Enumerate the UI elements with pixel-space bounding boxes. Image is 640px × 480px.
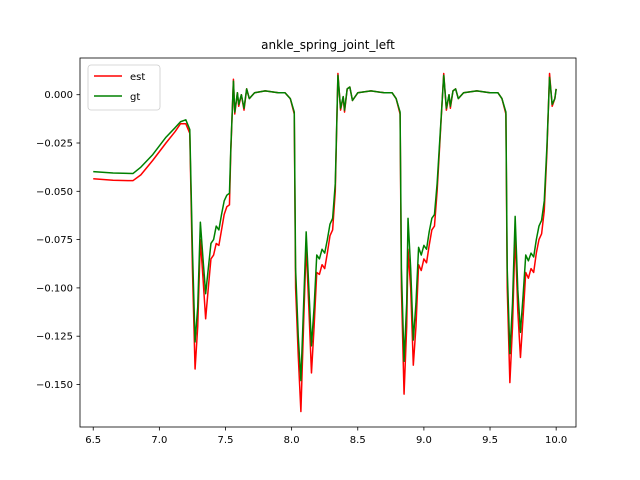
axes: 6.5 7.0 7.5 8.0 8.5 9.0 9.5 10.0 0.000 −0.025 −0.0…: [36, 57, 577, 446]
y-tick-label: −0.125: [36, 332, 73, 343]
legend-box: [87, 64, 161, 111]
y-tick-label: 0.000: [44, 90, 73, 101]
x-tick-label: 9.0: [416, 435, 432, 446]
plot-area: [93, 72, 557, 413]
x-tick-label: 10.0: [545, 435, 567, 446]
y-tick-label: −0.025: [36, 139, 73, 150]
y-tick-label: −0.075: [36, 235, 73, 246]
x-tick-label: 7.0: [151, 435, 167, 446]
legend-label-gt: gt: [130, 92, 140, 103]
legend-label-est: est: [130, 72, 145, 83]
x-tick-label: 9.5: [482, 435, 498, 446]
x-tick-label: 8.0: [284, 435, 300, 446]
x-tick-label: 7.5: [218, 435, 234, 446]
y-tick-label: −0.150: [36, 380, 73, 391]
series-line-gt: [93, 74, 557, 382]
y-tick-label: −0.100: [36, 283, 73, 294]
axes-frame: [79, 57, 577, 428]
legend: est gt: [87, 64, 161, 111]
chart-title: ankle_spring_joint_left: [261, 38, 395, 52]
x-tick-label: 6.5: [85, 435, 101, 446]
y-tick-label: −0.050: [36, 187, 73, 198]
x-tick-label: 8.5: [350, 435, 366, 446]
